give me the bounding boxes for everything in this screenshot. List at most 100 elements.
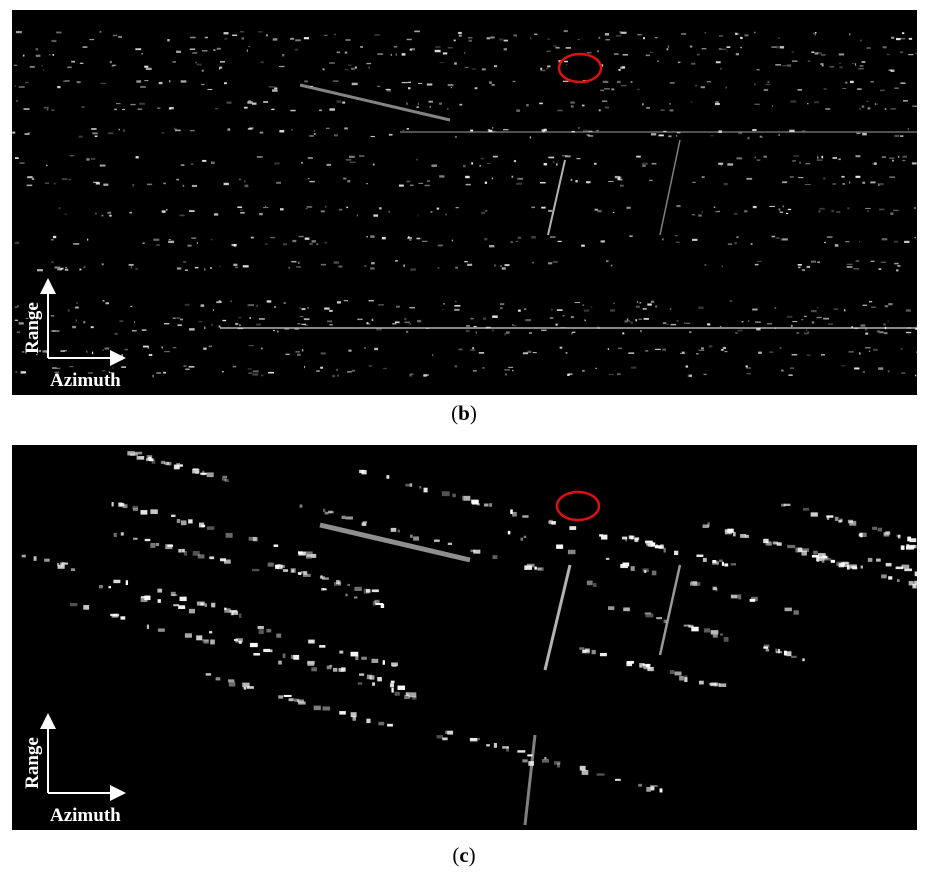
speckle-dot (51, 261, 54, 263)
speckle-dot (192, 52, 197, 54)
speckle-dot (455, 301, 457, 302)
speckle-dot (504, 48, 507, 50)
speckle-dot (163, 372, 166, 374)
speckle-dot (813, 33, 814, 35)
speckle-dot (675, 672, 682, 676)
speckle-dot (736, 157, 742, 159)
speckle-dot (555, 47, 559, 49)
speckle-dot (406, 331, 408, 333)
speckle-dot (802, 551, 807, 556)
speckle-dot (278, 661, 282, 665)
speckle-dot (389, 211, 390, 213)
speckle-dot (719, 560, 723, 563)
caption-part: c (459, 843, 468, 867)
speckle-dot (668, 135, 671, 137)
speckle-dot (358, 682, 362, 684)
speckle-dot (314, 133, 316, 135)
speckle-dot (386, 475, 389, 479)
speckle-dot (278, 695, 283, 698)
speckle-dot (782, 181, 787, 183)
speckle-dot (834, 308, 839, 309)
speckle-dot (391, 54, 392, 56)
speckle-dot (702, 48, 707, 49)
speckle-dot (454, 309, 460, 311)
speckle-dot (320, 367, 323, 369)
speckle-dot (53, 54, 54, 56)
speckle-dot (707, 522, 709, 527)
speckle-dot (274, 163, 280, 165)
speckle-dot (807, 266, 810, 268)
speckle-dot (156, 244, 160, 245)
speckle-dot (204, 268, 205, 270)
speckle-dot (655, 306, 657, 308)
speckle-dot (786, 651, 791, 656)
speckle-dot (798, 548, 803, 552)
speckle-dot (374, 34, 380, 36)
speckle-dot (406, 692, 409, 696)
speckle-dot (224, 82, 227, 84)
speckle-dot (201, 525, 205, 527)
speckle-dot (719, 35, 723, 37)
speckle-dot (707, 323, 710, 325)
speckle-dot (752, 129, 756, 131)
speckle-dot (135, 268, 138, 269)
speckle-dot (788, 374, 792, 376)
speckle-dot (454, 40, 456, 42)
speckle-dot (841, 562, 849, 567)
speckle-dot (518, 310, 521, 312)
speckle-dot (67, 66, 71, 68)
speckle-dot (513, 34, 517, 36)
speckle-dot (586, 181, 590, 183)
speckle-dot (363, 521, 367, 523)
speckle-dot (404, 321, 410, 323)
speckle-dot (192, 185, 197, 187)
speckle-dot (888, 370, 890, 372)
speckle-dot (567, 374, 569, 376)
speckle-dot (164, 462, 169, 465)
speckle-dot (162, 210, 166, 212)
speckle-dot (114, 533, 117, 537)
speckle-dot (293, 655, 299, 660)
speckle-dot (489, 245, 494, 247)
speckle-dot (275, 565, 279, 569)
speckle-dot (631, 81, 633, 83)
speckle-dot (15, 306, 17, 307)
speckle-dot (130, 306, 132, 307)
speckle-dot (597, 773, 605, 775)
speckle-dot (594, 163, 596, 165)
speckle-dot (217, 48, 221, 50)
speckle-dot (57, 86, 60, 88)
speckle-dot (175, 130, 181, 132)
speckle-dot (471, 162, 473, 164)
speckle-dot (525, 319, 531, 321)
speckle-dot (126, 580, 128, 585)
speckle-dot (790, 176, 794, 177)
speckle-dot (775, 307, 777, 308)
speckle-dot (659, 134, 664, 136)
speckle-dot (523, 352, 528, 354)
speckle-dot (464, 52, 465, 53)
speckle-dot (324, 35, 327, 36)
speckle-dot (459, 35, 462, 37)
speckle-dot (210, 639, 215, 644)
speckle-dot (690, 46, 692, 48)
speckle-dot (548, 521, 551, 524)
speckle-dot (445, 731, 447, 734)
speckle-dot (526, 104, 528, 106)
speckle-dot (307, 307, 308, 309)
speckle-dot (185, 369, 189, 370)
speckle-dot (65, 267, 67, 268)
speckle-dot (46, 165, 48, 166)
speckle-dot (657, 60, 659, 62)
speckle-dot (309, 135, 314, 136)
speckle-dot (268, 563, 274, 567)
speckle-dot (346, 516, 353, 519)
speckle-dot (447, 731, 453, 735)
speckle-dot (904, 569, 912, 572)
speckle-dot (811, 261, 816, 263)
speckle-dot (611, 89, 614, 91)
speckle-dot (161, 132, 164, 133)
speckle-dot (224, 38, 227, 40)
speckle-dot (833, 183, 836, 185)
speckle-dot (596, 130, 598, 131)
